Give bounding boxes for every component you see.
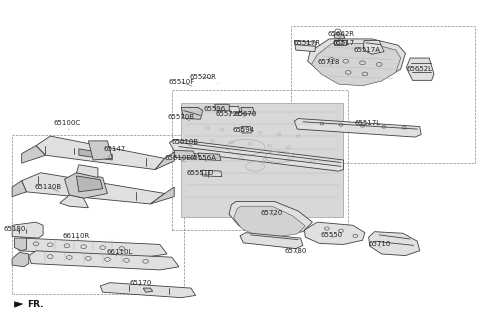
Polygon shape xyxy=(88,141,112,160)
Text: 65596: 65596 xyxy=(204,106,226,113)
Text: 65572C: 65572C xyxy=(216,111,242,117)
Text: 65594: 65594 xyxy=(232,127,254,133)
Polygon shape xyxy=(181,103,343,217)
Text: 65180: 65180 xyxy=(3,226,26,232)
Polygon shape xyxy=(29,251,179,270)
Polygon shape xyxy=(14,238,167,257)
Text: 65556A: 65556A xyxy=(190,156,216,161)
Polygon shape xyxy=(22,146,46,163)
Polygon shape xyxy=(100,283,196,298)
Bar xyxy=(12,134,184,294)
Text: 65652L: 65652L xyxy=(407,66,432,72)
Polygon shape xyxy=(181,108,203,119)
Polygon shape xyxy=(304,222,365,244)
Polygon shape xyxy=(294,119,421,137)
Text: 65510F: 65510F xyxy=(168,79,194,86)
Text: 65170: 65170 xyxy=(130,280,152,286)
Polygon shape xyxy=(294,41,316,52)
Polygon shape xyxy=(76,176,103,192)
Polygon shape xyxy=(240,233,303,249)
Polygon shape xyxy=(241,108,254,114)
Text: 65517L: 65517L xyxy=(354,120,380,126)
Polygon shape xyxy=(14,302,23,307)
Polygon shape xyxy=(79,149,112,160)
Polygon shape xyxy=(407,58,434,80)
Polygon shape xyxy=(241,126,252,133)
Text: 65570B: 65570B xyxy=(168,114,195,121)
Polygon shape xyxy=(155,152,174,170)
Text: 65517: 65517 xyxy=(332,40,355,46)
Polygon shape xyxy=(202,170,222,177)
Polygon shape xyxy=(312,44,401,86)
Polygon shape xyxy=(60,195,88,208)
Text: 65670: 65670 xyxy=(235,111,257,117)
Polygon shape xyxy=(334,34,345,38)
Polygon shape xyxy=(234,206,305,237)
Polygon shape xyxy=(363,41,384,54)
Polygon shape xyxy=(12,222,43,238)
Text: 65780: 65780 xyxy=(285,248,307,254)
Polygon shape xyxy=(215,104,230,111)
Text: 65718: 65718 xyxy=(318,59,340,65)
Text: 65130B: 65130B xyxy=(34,184,61,191)
Text: 66110R: 66110R xyxy=(63,234,90,240)
Polygon shape xyxy=(198,153,221,161)
Polygon shape xyxy=(12,252,29,267)
Polygon shape xyxy=(369,232,420,256)
Text: 65610E: 65610E xyxy=(165,156,192,162)
Bar xyxy=(291,26,475,163)
Polygon shape xyxy=(36,136,165,170)
Text: 65147: 65147 xyxy=(104,146,126,157)
Text: 66110L: 66110L xyxy=(106,249,132,256)
Polygon shape xyxy=(334,40,346,45)
Text: 65720: 65720 xyxy=(261,210,283,216)
Polygon shape xyxy=(64,173,108,198)
Text: 65517R: 65517R xyxy=(293,40,320,46)
Text: FR.: FR. xyxy=(27,300,44,309)
Polygon shape xyxy=(22,173,165,204)
Polygon shape xyxy=(229,107,240,113)
Polygon shape xyxy=(76,165,98,178)
Text: 65551D: 65551D xyxy=(187,170,214,176)
Polygon shape xyxy=(169,139,343,171)
Text: 65517A: 65517A xyxy=(354,47,381,53)
Text: 65100C: 65100C xyxy=(53,120,81,130)
Text: 65710: 65710 xyxy=(368,241,390,247)
Polygon shape xyxy=(150,187,174,204)
Bar xyxy=(172,90,348,230)
Text: 65520R: 65520R xyxy=(190,74,218,83)
Text: 65662R: 65662R xyxy=(327,31,355,38)
Polygon shape xyxy=(143,288,153,292)
Polygon shape xyxy=(14,238,26,251)
Polygon shape xyxy=(174,150,196,158)
Polygon shape xyxy=(308,39,406,84)
Text: 65610B: 65610B xyxy=(171,140,198,147)
Text: 65550: 65550 xyxy=(321,232,343,238)
Polygon shape xyxy=(12,181,26,197)
Polygon shape xyxy=(229,201,312,235)
